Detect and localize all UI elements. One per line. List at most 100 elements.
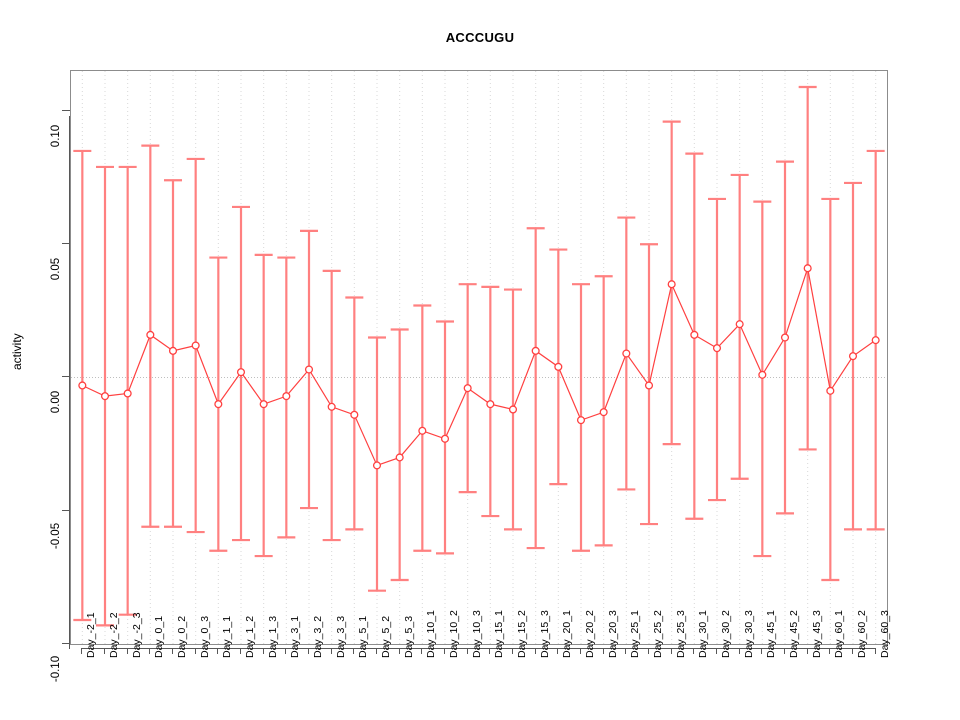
- data-point-marker: [418, 426, 427, 435]
- data-point-marker: [712, 344, 722, 353]
- data-point-marker: [554, 362, 563, 371]
- x-axis-tick: [874, 648, 876, 654]
- x-axis-tick-label: Day_0_3: [198, 615, 211, 658]
- x-axis-tick: [421, 648, 423, 654]
- data-point-marker: [486, 400, 495, 409]
- x-axis-tick-label: Day_20_2: [584, 610, 596, 658]
- x-axis-tick-label: Day_3_2: [312, 615, 324, 658]
- x-axis-tick-label: Day_-2_3: [130, 612, 143, 658]
- y-axis-tick: [62, 376, 70, 378]
- data-point-marker: [531, 346, 540, 355]
- y-axis-label: activity: [10, 333, 24, 370]
- x-axis-tick: [806, 648, 808, 654]
- data-point-marker: [667, 280, 676, 289]
- y-axis-line: [69, 116, 70, 649]
- data-point-marker: [758, 370, 767, 379]
- x-axis-tick-label: Day_30_1: [697, 610, 710, 658]
- data-point-marker: [236, 368, 246, 377]
- data-point-marker: [576, 416, 586, 425]
- data-point-marker: [259, 400, 268, 409]
- x-axis-tick: [262, 648, 264, 654]
- x-axis-tick: [444, 648, 445, 654]
- x-axis-tick: [716, 648, 717, 654]
- x-axis-tick-label: Day_0_2: [176, 615, 188, 658]
- data-point-marker: [282, 392, 291, 401]
- data-point-marker: [644, 381, 654, 390]
- x-axis-tick-label: Day_20_1: [561, 610, 574, 658]
- x-axis-tick: [693, 648, 695, 654]
- x-axis-tick-label: Day_0_1: [153, 615, 166, 658]
- y-axis-tick: [62, 109, 70, 111]
- x-axis-tick-label: Day_1_1: [221, 615, 234, 658]
- x-axis-tick-label: Day_60_2: [856, 610, 868, 658]
- x-axis-tick-label: Day_45_1: [765, 610, 778, 658]
- y-axis-tick: [62, 643, 70, 644]
- x-axis-tick-label: Day_1_2: [244, 615, 256, 658]
- x-axis-tick-label: Day_45_2: [788, 610, 800, 658]
- data-point-marker: [350, 410, 359, 419]
- x-axis-tick-label: Day_25_1: [629, 610, 642, 658]
- x-axis-tick: [172, 648, 173, 654]
- x-axis-tick: [738, 648, 740, 654]
- x-axis-tick: [580, 648, 581, 654]
- x-axis-line: [81, 648, 875, 649]
- x-axis-tick-label: Day_25_3: [674, 610, 687, 658]
- plot-area: [70, 70, 888, 645]
- x-axis-tick-label: Day_10_1: [425, 610, 438, 658]
- x-axis-tick-label: Day_15_3: [538, 610, 551, 658]
- data-point-marker: [123, 389, 132, 398]
- x-axis-tick: [829, 648, 831, 654]
- x-axis-tick-label: Day_45_3: [810, 610, 823, 658]
- x-axis-tick: [852, 648, 853, 654]
- x-axis-tick: [194, 648, 196, 654]
- x-axis-tick-label: Day_60_3: [878, 610, 891, 658]
- x-axis-tick: [240, 648, 241, 654]
- x-axis-tick: [466, 648, 468, 654]
- x-axis-tick: [761, 648, 763, 654]
- data-point-marker: [735, 320, 744, 329]
- data-point-marker: [372, 461, 382, 470]
- x-axis-tick-label: Day_-2_2: [108, 612, 120, 658]
- x-axis-tick: [149, 648, 151, 654]
- x-axis-tick-label: Day_3_1: [289, 615, 302, 658]
- x-axis-tick-label: Day_25_2: [652, 610, 664, 658]
- x-axis-tick: [285, 648, 287, 654]
- data-point-marker: [826, 386, 835, 395]
- data-point-marker: [168, 346, 178, 355]
- x-axis-tick: [81, 648, 83, 654]
- x-axis-tick: [308, 648, 309, 654]
- data-point-marker: [599, 408, 608, 417]
- x-axis-tick: [670, 648, 672, 654]
- x-axis-tick: [784, 648, 785, 654]
- series-connecting-line: [82, 268, 877, 467]
- x-axis-tick: [512, 648, 513, 654]
- y-axis-tick: [62, 243, 70, 245]
- x-axis-tick: [625, 648, 627, 654]
- x-axis-tick-label: Day_30_2: [720, 610, 732, 658]
- data-point-marker: [508, 405, 518, 414]
- x-axis-tick-label: Day_5_3: [402, 615, 415, 658]
- x-axis-tick: [353, 648, 355, 654]
- x-axis-tick-label: Day_-2_1: [85, 612, 98, 658]
- x-axis-tick-label: Day_5_2: [380, 615, 392, 658]
- x-axis-tick-label: Day_10_3: [470, 610, 483, 658]
- x-axis-tick: [602, 648, 604, 654]
- x-axis-tick: [648, 648, 649, 654]
- chart-title: ACCCUGU: [445, 30, 515, 45]
- data-points: [78, 264, 880, 470]
- data-point-marker: [690, 330, 699, 339]
- x-axis-tick: [557, 648, 559, 654]
- errorbar-plot-svg: [71, 71, 887, 644]
- data-point-marker: [191, 341, 200, 350]
- x-axis-tick: [534, 648, 536, 654]
- data-point-marker: [304, 365, 314, 374]
- series-line: [82, 268, 877, 467]
- data-point-marker: [780, 333, 790, 342]
- x-axis-tick: [330, 648, 332, 654]
- x-axis-tick-label: Day_15_2: [516, 610, 528, 658]
- y-axis-tick-label: -0.10: [50, 655, 62, 683]
- y-axis-tick: [62, 509, 70, 511]
- x-axis-tick-label: Day_30_3: [742, 610, 755, 658]
- x-axis-tick-label: Day_20_3: [606, 610, 619, 658]
